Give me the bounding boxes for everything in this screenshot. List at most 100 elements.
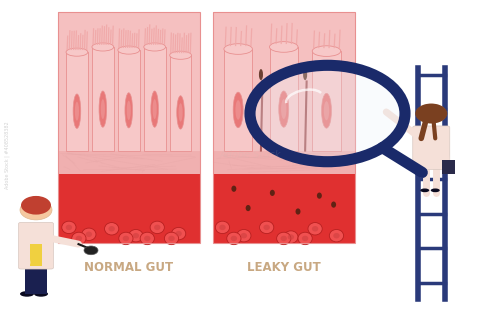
Ellipse shape: [420, 188, 429, 192]
Bar: [212, 174, 355, 243]
Ellipse shape: [170, 51, 192, 59]
Bar: [66, 52, 88, 151]
Ellipse shape: [246, 205, 250, 211]
Ellipse shape: [82, 228, 96, 240]
FancyBboxPatch shape: [412, 126, 450, 169]
Ellipse shape: [322, 93, 332, 128]
Ellipse shape: [125, 93, 132, 128]
Bar: [442, 160, 455, 174]
Ellipse shape: [224, 44, 252, 54]
Ellipse shape: [104, 223, 119, 235]
Ellipse shape: [270, 190, 275, 196]
Bar: [58, 151, 200, 174]
Ellipse shape: [303, 69, 307, 80]
Circle shape: [21, 196, 51, 215]
Ellipse shape: [227, 232, 241, 245]
Bar: [58, 12, 200, 243]
Ellipse shape: [118, 46, 140, 54]
Ellipse shape: [260, 221, 274, 234]
Ellipse shape: [66, 48, 88, 56]
Ellipse shape: [280, 236, 287, 241]
Text: LEAKY GUT: LEAKY GUT: [247, 261, 320, 274]
Ellipse shape: [230, 236, 237, 241]
Bar: [30, 244, 42, 266]
Ellipse shape: [132, 233, 139, 239]
Ellipse shape: [119, 232, 133, 245]
Wedge shape: [415, 104, 448, 123]
Ellipse shape: [172, 227, 185, 240]
Ellipse shape: [232, 186, 236, 192]
Ellipse shape: [152, 99, 157, 119]
Ellipse shape: [75, 102, 79, 121]
Ellipse shape: [220, 225, 226, 230]
Ellipse shape: [66, 225, 72, 230]
Ellipse shape: [144, 43, 166, 51]
Bar: [224, 49, 252, 151]
Ellipse shape: [312, 46, 341, 56]
Ellipse shape: [100, 99, 105, 119]
Ellipse shape: [317, 193, 322, 199]
Ellipse shape: [308, 223, 322, 235]
Ellipse shape: [296, 208, 300, 215]
Text: Adobe Stock: Adobe Stock: [220, 151, 280, 160]
Ellipse shape: [62, 221, 76, 234]
Bar: [312, 51, 341, 151]
Ellipse shape: [154, 225, 160, 230]
Ellipse shape: [279, 91, 288, 127]
Ellipse shape: [92, 43, 114, 51]
Ellipse shape: [164, 232, 178, 245]
Ellipse shape: [264, 225, 270, 230]
Bar: [118, 50, 140, 151]
Ellipse shape: [176, 231, 182, 236]
Circle shape: [20, 200, 52, 220]
Ellipse shape: [86, 231, 92, 237]
Ellipse shape: [108, 226, 115, 231]
Ellipse shape: [281, 99, 286, 119]
Circle shape: [250, 65, 405, 162]
Bar: [212, 12, 355, 243]
Ellipse shape: [144, 236, 150, 241]
Ellipse shape: [288, 234, 294, 240]
Ellipse shape: [150, 221, 164, 234]
Ellipse shape: [177, 96, 184, 129]
Bar: [144, 47, 166, 151]
FancyBboxPatch shape: [18, 222, 54, 269]
Ellipse shape: [236, 100, 241, 120]
Ellipse shape: [76, 236, 82, 241]
Ellipse shape: [72, 232, 86, 245]
Text: NORMAL GUT: NORMAL GUT: [84, 261, 174, 274]
Ellipse shape: [151, 91, 158, 127]
Ellipse shape: [73, 94, 80, 128]
Ellipse shape: [430, 188, 440, 192]
Bar: [270, 47, 298, 151]
Ellipse shape: [330, 230, 344, 242]
Ellipse shape: [312, 226, 318, 231]
Ellipse shape: [168, 236, 174, 241]
Ellipse shape: [270, 42, 298, 52]
Circle shape: [84, 246, 98, 255]
Bar: [58, 12, 200, 243]
Text: Adobe Stock | #408528382: Adobe Stock | #408528382: [4, 122, 10, 189]
Ellipse shape: [99, 91, 106, 127]
Bar: [212, 151, 355, 174]
Ellipse shape: [298, 232, 312, 245]
Bar: [92, 47, 114, 151]
Ellipse shape: [233, 92, 243, 128]
Ellipse shape: [178, 103, 182, 122]
Ellipse shape: [331, 202, 336, 208]
Ellipse shape: [240, 233, 247, 239]
Circle shape: [416, 104, 446, 123]
Ellipse shape: [20, 291, 34, 297]
Ellipse shape: [276, 232, 291, 245]
Ellipse shape: [122, 236, 129, 241]
Ellipse shape: [129, 230, 143, 242]
Ellipse shape: [302, 236, 308, 241]
Ellipse shape: [236, 230, 251, 242]
Ellipse shape: [284, 231, 298, 243]
Bar: [212, 12, 355, 243]
Ellipse shape: [259, 69, 263, 80]
Bar: [58, 174, 200, 243]
Ellipse shape: [140, 232, 154, 245]
Bar: [170, 55, 192, 151]
Ellipse shape: [126, 101, 131, 120]
